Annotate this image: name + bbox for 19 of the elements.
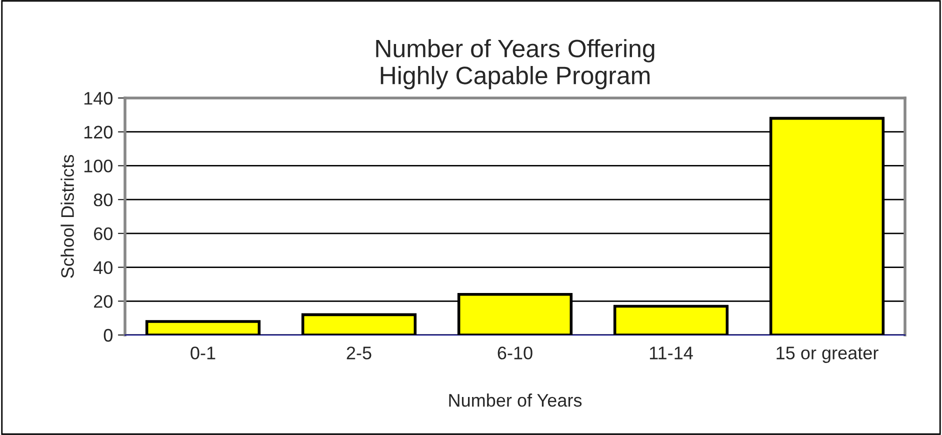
y-tick-label: 60 <box>94 227 112 240</box>
bar <box>301 313 417 335</box>
x-tick-label: 15 or greater <box>776 346 878 363</box>
y-tick-label: 40 <box>94 261 112 274</box>
y-tick-label: 80 <box>94 194 112 206</box>
y-axis-title: School Districts <box>60 154 74 278</box>
x-tick-label: 2-5 <box>346 346 372 360</box>
chart-title: Number of Years Offering Highly Capable Program <box>376 39 654 90</box>
x-axis-title: Number of Years <box>449 394 582 407</box>
y-tick-label: 20 <box>94 295 112 308</box>
y-tick-label: 140 <box>84 92 112 105</box>
y-tick-label: 100 <box>84 160 112 172</box>
x-tick-label: 11-14 <box>650 346 693 360</box>
x-tick-label: 0-1 <box>190 346 216 360</box>
x-tick-label: 6-10 <box>498 346 532 360</box>
y-tick-label: 0 <box>104 328 112 342</box>
bar <box>145 320 261 335</box>
y-tick-label: 120 <box>84 126 112 139</box>
bar <box>613 304 729 335</box>
